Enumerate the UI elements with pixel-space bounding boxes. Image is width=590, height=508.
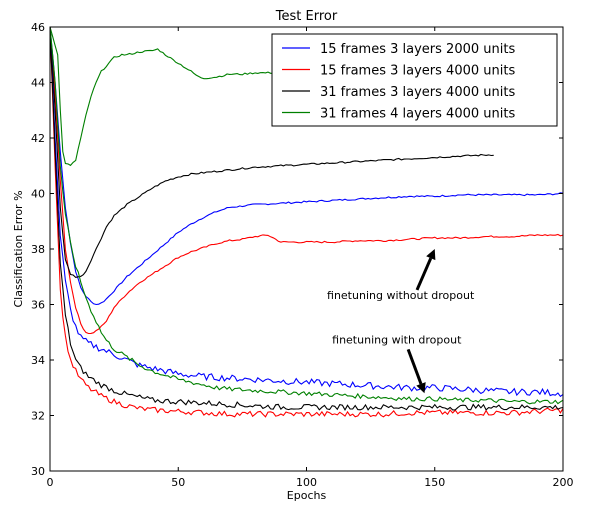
x-tick-label: 50 [171,476,185,489]
y-tick-label: 44 [31,77,45,90]
y-tick-label: 42 [31,132,45,145]
x-tick-label: 150 [424,476,445,489]
x-tick-label: 100 [296,476,317,489]
y-tick-label: 34 [31,354,45,367]
y-tick-label: 30 [31,465,45,478]
y-tick-label: 46 [31,21,45,34]
legend-label-3: 31 frames 4 layers 4000 units [320,107,515,122]
annotation-label-0: finetuning without dropout [327,289,475,302]
legend-label-1: 15 frames 3 layers 4000 units [320,64,515,79]
annotations-layer: finetuning without dropout finetuning wit… [327,249,475,393]
annotation-arrow-1 [408,349,421,384]
x-tick-label: 200 [553,476,574,489]
x-axis-label: Epochs [287,489,327,502]
y-tick-label: 36 [31,299,45,312]
series-line-3 [50,27,276,165]
legend: 15 frames 3 layers 2000 units 15 frames 3… [272,34,557,126]
legend-label-0: 15 frames 3 layers 2000 units [320,42,515,57]
annotation-label-1: finetuning with dropout [332,333,462,346]
x-tick-label: 0 [47,476,54,489]
y-axis-label: Classification Error % [12,190,25,307]
legend-label-2: 31 frames 3 layers 4000 units [320,85,515,100]
y-tick-label: 32 [31,410,45,423]
chart-title: Test Error [275,9,338,24]
y-tick-label: 40 [31,188,45,201]
annotation-arrow-0 [417,258,431,290]
y-tick-label: 38 [31,243,45,256]
